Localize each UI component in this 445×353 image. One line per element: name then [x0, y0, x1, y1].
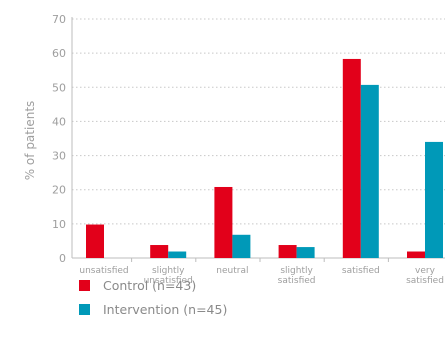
legend-label: Control (n=43) — [103, 278, 196, 293]
bar-control — [214, 186, 233, 258]
x-category-label: satisfied — [278, 276, 316, 286]
x-category-label: satisfied — [342, 266, 380, 276]
y-tick-label: 10 — [52, 218, 66, 231]
bar-intervention — [168, 251, 187, 258]
legend-swatch — [79, 280, 90, 291]
bar-intervention — [296, 247, 315, 258]
bar-control — [407, 251, 425, 258]
y-tick-label: 40 — [52, 115, 66, 128]
y-tick-label: 0 — [59, 252, 66, 265]
bar-control — [342, 58, 361, 258]
y-tick-label: 30 — [52, 150, 66, 163]
x-category-label: unsatisfied — [79, 266, 128, 276]
y-tick-label: 50 — [52, 81, 66, 94]
legend-swatch — [79, 304, 90, 315]
x-category-label: satisfied — [406, 276, 444, 286]
bar-intervention — [425, 141, 443, 258]
x-category-label: slightly — [280, 266, 313, 276]
x-category-label: very — [415, 266, 436, 276]
x-category-label: neutral — [216, 266, 248, 276]
bar-intervention — [232, 234, 251, 258]
x-category-label: unsatisfied — [144, 276, 193, 286]
bar-control — [86, 224, 104, 258]
x-category-label: slightly — [152, 266, 185, 276]
bar-control — [150, 245, 169, 258]
y-axis-label: % of patients — [23, 101, 37, 181]
y-tick-label: 70 — [52, 13, 66, 26]
bar-intervention — [360, 84, 379, 258]
legend-label: Intervention (n=45) — [103, 302, 227, 317]
y-tick-label: 20 — [52, 184, 66, 197]
bar-control — [278, 245, 297, 258]
y-tick-label: 60 — [52, 47, 66, 60]
